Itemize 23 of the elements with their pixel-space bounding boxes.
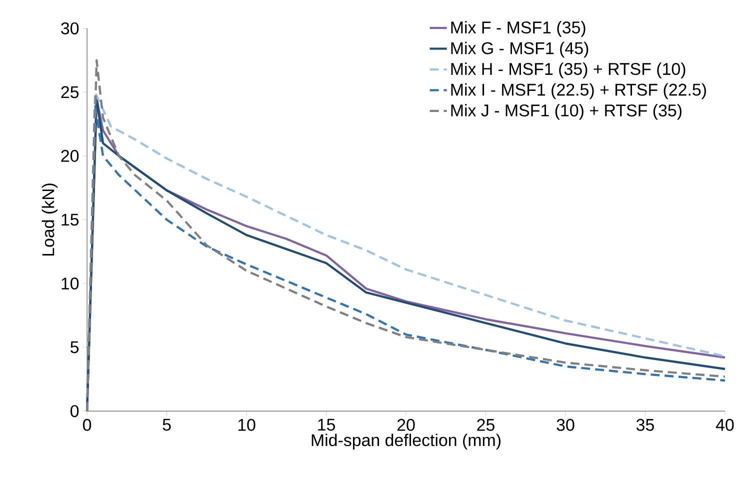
x-tick-label: 10 bbox=[238, 418, 256, 431]
y-tick-label: 5 bbox=[70, 341, 79, 354]
x-tick-label: 20 bbox=[397, 418, 415, 431]
x-tick-label: 40 bbox=[716, 418, 734, 431]
x-tick-label: 25 bbox=[477, 418, 494, 431]
x-tick-label: 35 bbox=[636, 418, 654, 431]
x-tick-label: 0 bbox=[82, 418, 92, 431]
legend-label: Mix J - MSF1 (10) + RTSF (35) bbox=[451, 104, 682, 120]
x-tick-label: 5 bbox=[162, 418, 171, 431]
y-tick-label: 10 bbox=[62, 278, 79, 290]
legend-label: Mix G - MSF1 (45) bbox=[451, 42, 588, 58]
y-tick-label: 15 bbox=[62, 214, 79, 226]
y-tick-label: 0 bbox=[70, 405, 79, 418]
y-tick-label: 20 bbox=[61, 150, 79, 162]
y-axis-title: Load (kN) bbox=[42, 184, 58, 256]
y-tick-label: 25 bbox=[61, 86, 79, 98]
x-tick-label: 30 bbox=[556, 418, 574, 431]
legend-label: Mix I - MSF1 (22.5) + RTSF (22.5) bbox=[451, 83, 706, 100]
legend-label: Mix F - MSF1 (35) bbox=[451, 21, 586, 37]
x-axis-title: Mid-span deflection (mm) bbox=[312, 434, 500, 450]
y-tick-label: 30 bbox=[61, 22, 79, 34]
legend-label: Mix H - MSF1 (35) + RTSF (10) bbox=[451, 62, 686, 78]
x-tick-label: 15 bbox=[318, 418, 335, 431]
